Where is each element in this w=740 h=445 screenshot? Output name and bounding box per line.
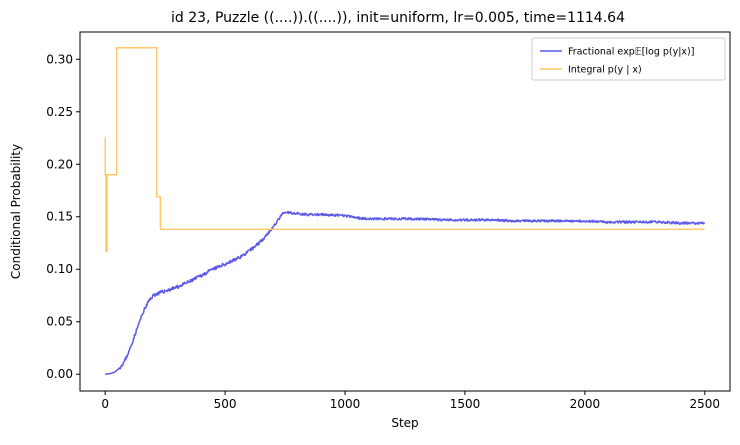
x-tick-label: 1500: [450, 397, 481, 411]
x-axis: 0 500 1000 1500 2000 2500: [101, 391, 720, 411]
legend-entry-integral: Integral p(y | x): [568, 65, 642, 76]
chart-title: id 23, Puzzle ((....)).((....)), init=un…: [171, 10, 625, 26]
y-axis-label: Conditional Probability: [9, 144, 23, 279]
plot-frame: [79, 31, 731, 392]
legend: Fractional exp𝔼[log p(y|x)] Integral p(y…: [531, 37, 726, 81]
legend-box: [531, 37, 726, 81]
series-line-fractional: [104, 210, 706, 375]
series-layer: [104, 47, 706, 375]
y-axis: 0.00 0.05 0.10 0.15 0.20 0.25 0.30: [46, 52, 80, 381]
x-tick-label: 2000: [570, 397, 601, 411]
y-tick-label: 0.10: [46, 262, 73, 276]
x-axis-label: Step: [391, 416, 418, 430]
plot-area: [104, 47, 706, 375]
y-tick-label: 0.00: [46, 367, 73, 381]
x-tick-label: 1000: [330, 397, 361, 411]
legend-entry-fractional: Fractional exp𝔼[log p(y|x)]: [568, 47, 694, 58]
y-tick-label: 0.30: [46, 52, 73, 66]
y-tick-label: 0.05: [46, 315, 73, 329]
y-tick-label: 0.15: [46, 210, 73, 224]
x-tick-label: 500: [214, 397, 237, 411]
y-tick-label: 0.20: [46, 157, 73, 171]
x-tick-label: 2500: [690, 397, 721, 411]
x-tick-label: 0: [101, 397, 109, 411]
series-line-integral: [104, 47, 705, 253]
y-tick-label: 0.25: [46, 105, 73, 119]
